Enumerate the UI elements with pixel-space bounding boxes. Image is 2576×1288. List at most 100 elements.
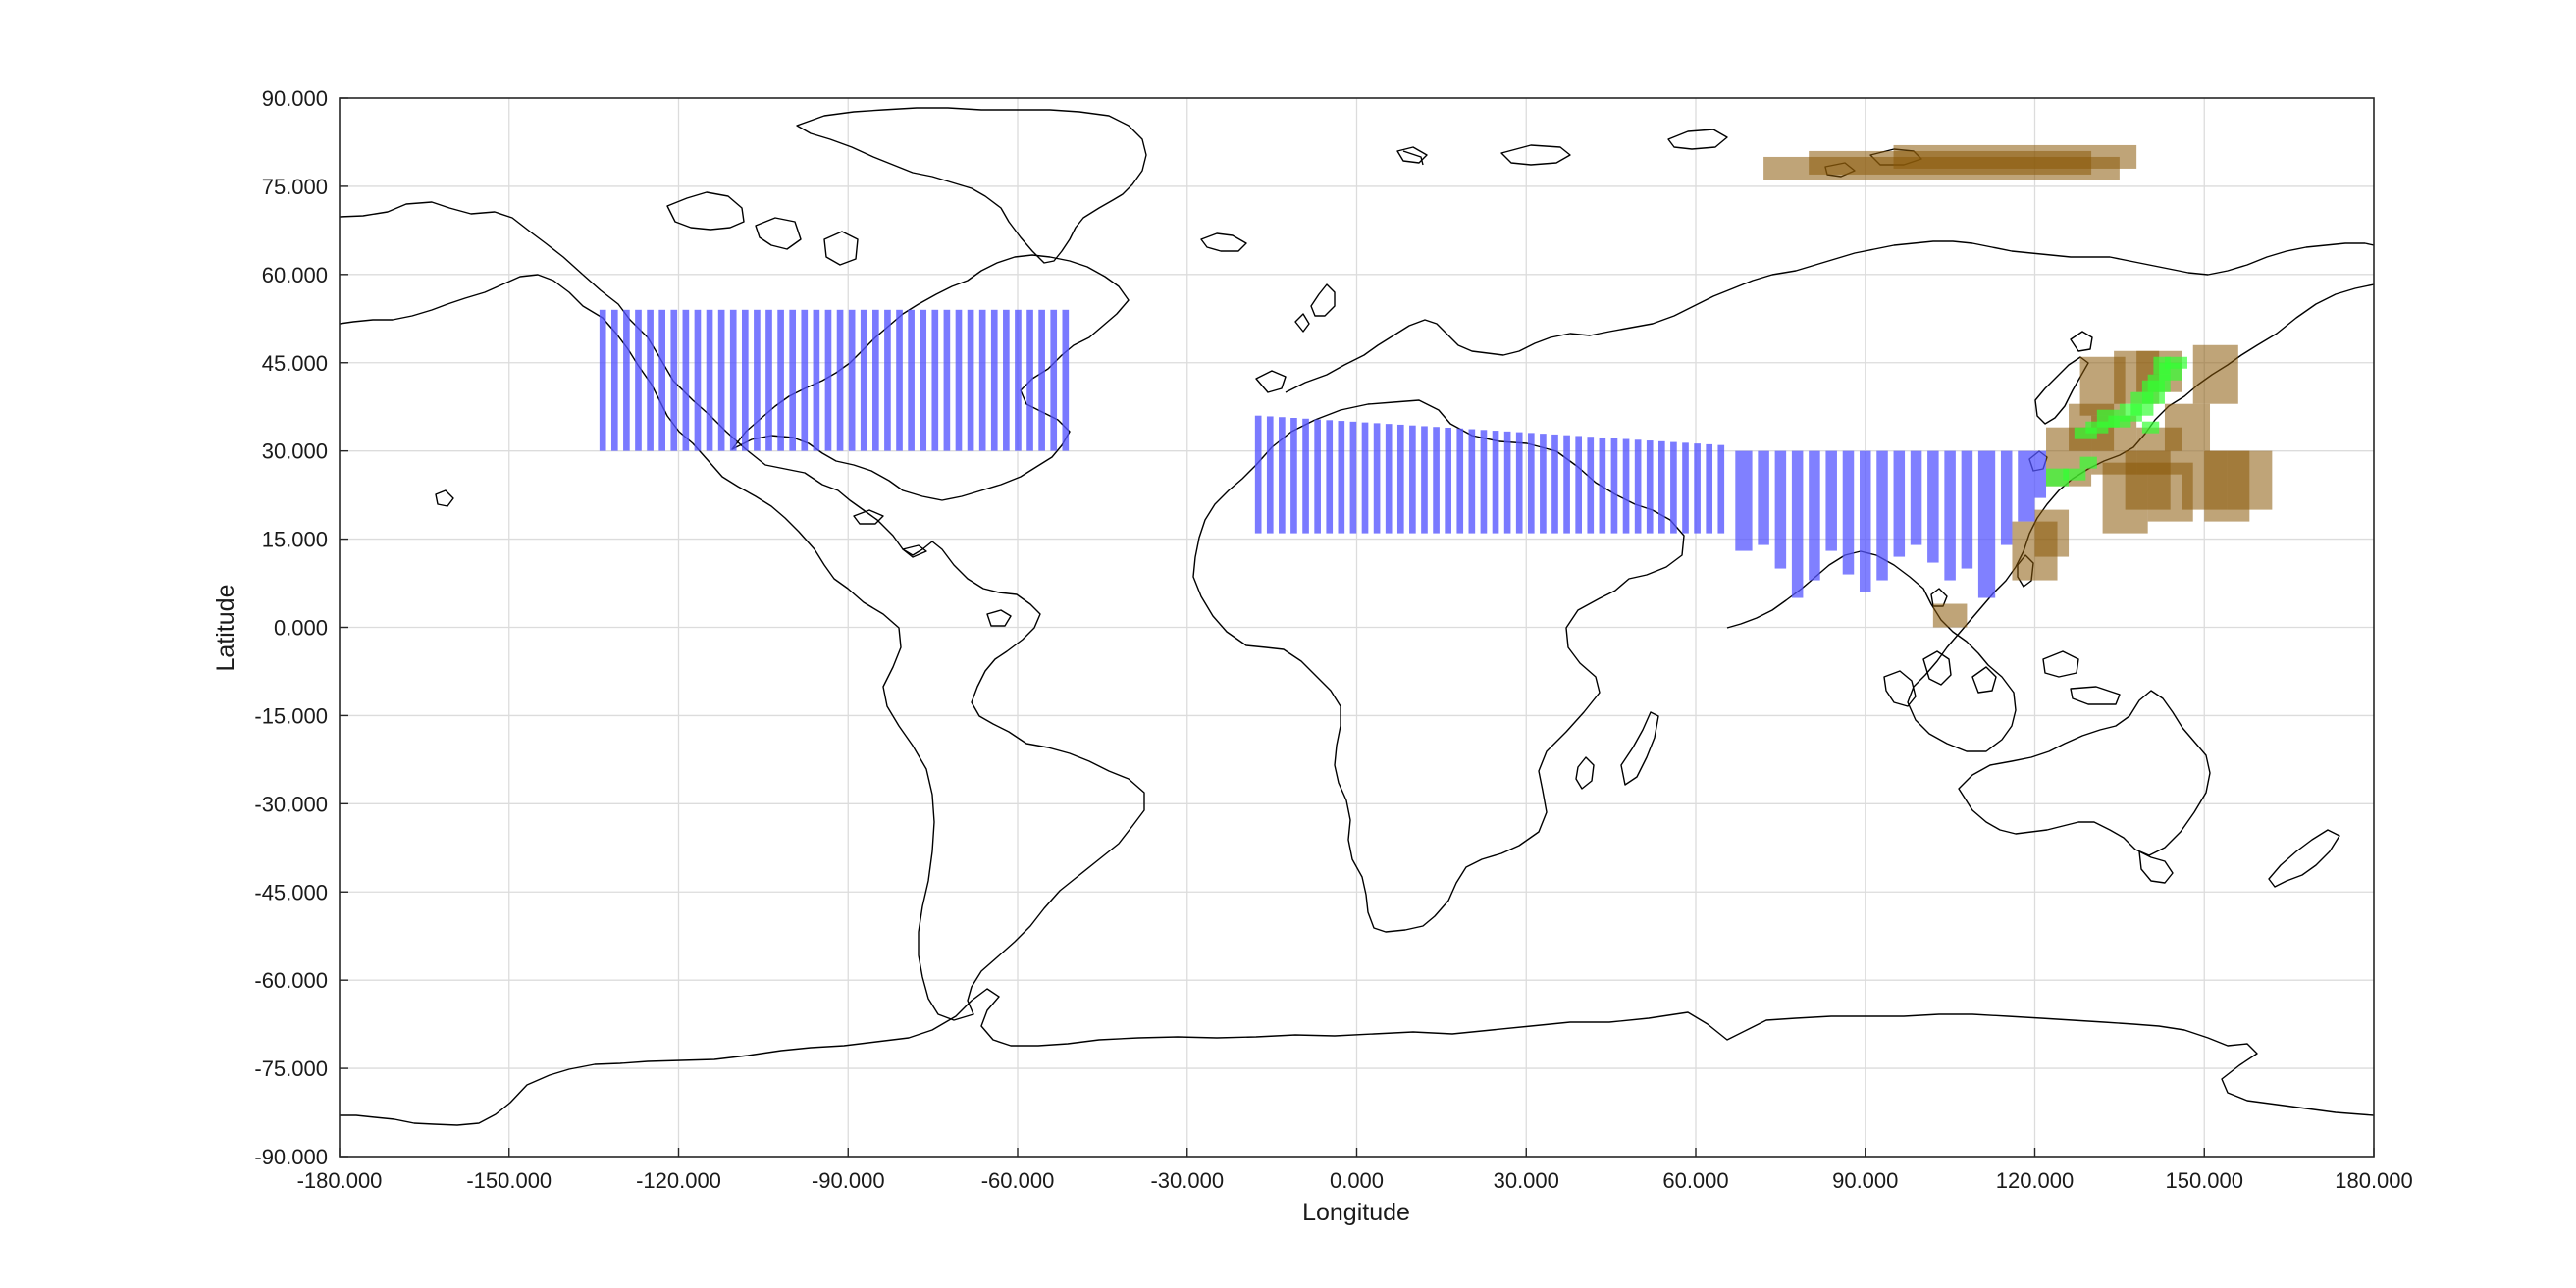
blue-coverage-strip — [1515, 432, 1523, 534]
green-coverage-box — [2074, 427, 2097, 439]
x-tick-label: 30.000 — [1494, 1168, 1559, 1193]
blue-coverage-bar — [1944, 450, 1956, 581]
blue-coverage-bar — [1910, 450, 1922, 545]
blue-coverage-bar — [2000, 450, 2013, 545]
y-tick-label: -90.000 — [254, 1145, 328, 1169]
brown-coverage-box — [1932, 603, 1968, 628]
x-tick-label: -180.000 — [297, 1168, 383, 1193]
blue-coverage-strip — [836, 309, 844, 451]
blue-coverage-strip — [765, 309, 772, 451]
blue-coverage-strip — [1551, 434, 1558, 534]
y-tick-label: 45.000 — [262, 351, 328, 376]
y-tick-label: 90.000 — [262, 86, 328, 111]
blue-coverage-strip — [908, 309, 915, 451]
x-tick-label: -150.000 — [466, 1168, 552, 1193]
blue-coverage-strip — [1314, 419, 1321, 534]
blue-coverage-strip — [682, 309, 690, 451]
blue-coverage-strip — [729, 309, 737, 451]
blue-coverage-bar — [2018, 450, 2035, 522]
y-tick-label: -15.000 — [254, 703, 328, 728]
y-tick-label: 30.000 — [262, 439, 328, 464]
blue-coverage-strip — [1717, 444, 1725, 534]
brown-coverage-box — [2227, 450, 2273, 510]
blue-coverage-strip — [670, 309, 678, 451]
blue-coverage-strip — [896, 309, 903, 451]
blue-coverage-strip — [777, 309, 784, 451]
blue-coverage-strip — [623, 309, 630, 451]
blue-coverage-strip — [754, 309, 761, 451]
blue-coverage-bar — [1735, 450, 1753, 551]
blue-coverage-strip — [1279, 417, 1286, 534]
green-coverage-box — [2079, 456, 2097, 469]
blue-coverage-strip — [1396, 424, 1404, 534]
blue-coverage-strip — [1062, 309, 1070, 451]
blue-coverage-strip — [1266, 416, 1274, 534]
blue-coverage-strip — [1657, 440, 1665, 534]
blue-coverage-strip — [1385, 424, 1393, 534]
blue-coverage-bar — [1774, 450, 1787, 569]
blue-coverage-strip — [1302, 418, 1309, 534]
blue-coverage-strip — [1646, 440, 1654, 534]
brown-coverage-box — [2034, 509, 2070, 557]
x-axis-label: Longitude — [1302, 1199, 1410, 1226]
blue-coverage-strip — [1026, 309, 1033, 451]
blue-coverage-bar — [1842, 450, 1855, 575]
blue-coverage-strip — [1480, 430, 1488, 534]
blue-coverage-strip — [1563, 435, 1570, 534]
blue-coverage-strip — [955, 309, 963, 451]
blue-coverage-bar — [1977, 450, 1996, 598]
blue-coverage-strip — [1433, 427, 1440, 534]
blue-coverage — [1735, 450, 2047, 598]
green-coverage-box — [2141, 421, 2160, 434]
blue-coverage-strip — [694, 309, 702, 451]
x-tick-label: 180.000 — [2335, 1168, 2413, 1193]
y-axis-label: Latitude — [212, 585, 239, 672]
x-tick-label: -60.000 — [981, 1168, 1055, 1193]
brown-coverage-box — [1893, 144, 2137, 169]
blue-coverage-strip — [1694, 443, 1701, 534]
blue-coverage-strip — [658, 309, 665, 451]
blue-coverage-strip — [1038, 309, 1045, 451]
blue-coverage-strip — [1682, 442, 1689, 534]
y-tick-label: 60.000 — [262, 263, 328, 287]
green-coverage — [2046, 356, 2187, 487]
blue-coverage-strip — [741, 309, 749, 451]
blue-coverage-strip — [1290, 418, 1297, 534]
brown-coverage-box — [2192, 344, 2238, 404]
blue-coverage-strip — [872, 309, 879, 451]
blue-coverage — [599, 309, 1070, 451]
blue-coverage-strip — [1003, 309, 1010, 451]
blue-coverage-strip — [1587, 437, 1595, 534]
x-tick-label: 0.000 — [1330, 1168, 1384, 1193]
blue-coverage — [1254, 415, 1725, 534]
blue-coverage-strip — [801, 309, 809, 451]
blue-coverage-strip — [1254, 415, 1262, 534]
blue-coverage-strip — [1527, 433, 1535, 534]
blue-coverage-strip — [1540, 434, 1547, 534]
blue-coverage-bar — [1893, 450, 1906, 557]
blue-coverage-strip — [1503, 431, 1511, 534]
blue-coverage-strip — [1575, 436, 1582, 534]
y-tick-label: -30.000 — [254, 792, 328, 816]
blue-coverage-strip — [1326, 420, 1334, 534]
blue-coverage-strip — [1610, 438, 1618, 534]
blue-coverage-strip — [1492, 431, 1499, 534]
coverage-overlays — [599, 144, 2273, 628]
blue-coverage-bar — [2034, 450, 2047, 498]
blue-coverage-strip — [1445, 427, 1451, 534]
blue-coverage-strip — [1670, 441, 1677, 534]
blue-coverage-strip — [789, 309, 797, 451]
y-tick-label: -75.000 — [254, 1056, 328, 1081]
blue-coverage-bar — [1809, 450, 1820, 581]
blue-coverage-strip — [1468, 429, 1476, 534]
blue-coverage-bar — [1758, 450, 1769, 545]
x-tick-labels: -180.000 -150.000 -120.000 -90.000 -60.000 -3… — [297, 1168, 2413, 1193]
blue-coverage-strip — [610, 309, 618, 451]
y-tick-labels: -90.000 -75.000 -60.000 -45.000 -30.000 -15.0… — [254, 86, 328, 1169]
y-tick-label: 0.000 — [274, 616, 328, 641]
x-tick-label: -120.000 — [636, 1168, 721, 1193]
blue-coverage-strip — [635, 309, 642, 451]
blue-coverage-strip — [884, 309, 891, 451]
green-coverage-box — [2164, 356, 2187, 369]
blue-coverage-strip — [1373, 423, 1381, 534]
